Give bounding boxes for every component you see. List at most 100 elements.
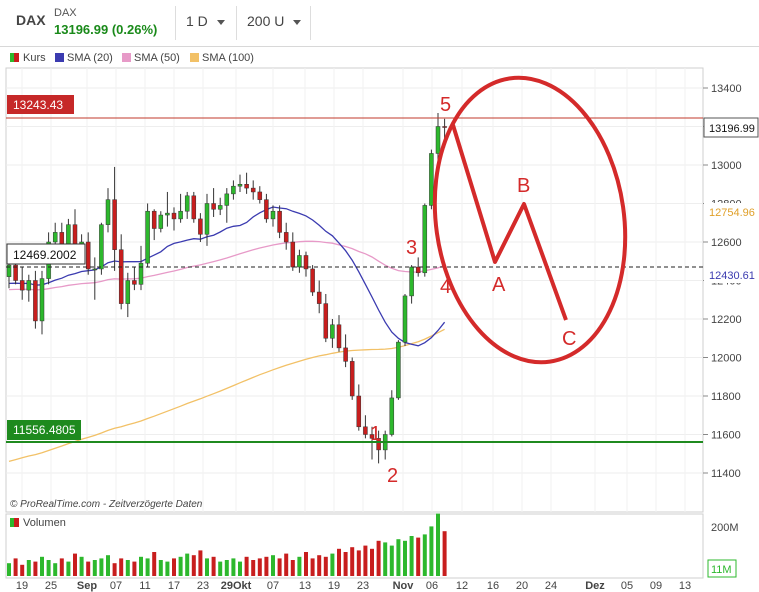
candle-body xyxy=(442,126,447,128)
candle xyxy=(415,257,421,277)
sma50-line xyxy=(8,240,445,291)
candle-body xyxy=(422,205,428,274)
volume-bar xyxy=(172,558,176,576)
volume-bar xyxy=(106,555,110,576)
volume-bar xyxy=(46,560,51,576)
candle-body xyxy=(13,264,18,281)
candle-body xyxy=(184,195,190,212)
candle-body xyxy=(92,268,98,271)
symbol-label[interactable]: DAX xyxy=(16,12,46,28)
candle-body xyxy=(277,210,282,233)
price-tick-label: 12600 xyxy=(711,237,742,249)
candle xyxy=(132,267,137,291)
candle xyxy=(211,188,216,217)
volume-bar xyxy=(20,564,25,576)
candle-body xyxy=(290,241,296,268)
candle-body xyxy=(99,224,104,270)
price-tick-label: 11800 xyxy=(711,391,741,403)
volume-bar xyxy=(251,560,256,576)
volume-bar xyxy=(257,558,262,576)
toolbar-separator xyxy=(175,6,176,40)
legend-kurs[interactable]: Kurs xyxy=(23,52,46,64)
resistance-tag-text: 13243.43 xyxy=(13,98,63,112)
annotation-ellipse xyxy=(432,75,628,365)
sma100-line xyxy=(8,328,445,463)
candle-body xyxy=(231,185,236,195)
volume-bar xyxy=(389,545,394,576)
date-tick-label: 11 xyxy=(139,580,150,592)
candle xyxy=(145,203,150,268)
date-tick-label: 23 xyxy=(197,580,209,592)
candle-body xyxy=(237,184,243,187)
date-tick-label: 25 xyxy=(45,580,57,592)
support-tag xyxy=(7,420,81,440)
candle-body xyxy=(270,210,276,220)
candle-body xyxy=(369,434,375,439)
candle-body xyxy=(250,187,256,193)
volume-bar xyxy=(119,558,124,576)
last-price: 13196.99 (0.26%) xyxy=(54,22,158,37)
wave-annotation: 1 2 3 4 5 A B C xyxy=(370,75,628,487)
grid xyxy=(6,68,703,512)
timeframe-select[interactable]: 1 D xyxy=(186,13,225,29)
candle-body xyxy=(6,264,12,277)
volume-bars xyxy=(7,513,447,576)
volume-bar xyxy=(112,563,117,576)
legend-sma50[interactable]: SMA (50) xyxy=(134,52,180,64)
volume-bar xyxy=(442,531,447,576)
candle xyxy=(184,191,190,219)
candle-body xyxy=(105,199,111,225)
wave-label-a: A xyxy=(492,274,506,296)
candle-body xyxy=(429,153,434,206)
candle-body xyxy=(257,191,263,200)
date-tick-label: Nov xyxy=(393,580,415,592)
abc-path xyxy=(451,124,568,321)
wave-label-4: 4 xyxy=(440,276,451,298)
legend-sma20[interactable]: SMA (20) xyxy=(67,52,113,64)
wave-label-1: 1 xyxy=(370,423,381,445)
candle-body xyxy=(19,280,25,291)
legend-sma100[interactable]: SMA (100) xyxy=(202,52,254,64)
date-axis: 19 25 Sep 07 11 17 23 29Okt 07 13 19 23 Nov 06 12 16 20 2… xyxy=(16,580,691,592)
candle-body xyxy=(198,218,203,235)
candle xyxy=(92,257,98,300)
volume-legend[interactable]: Volumen xyxy=(23,517,66,529)
volume-panel xyxy=(5,513,704,579)
candle-body xyxy=(132,280,137,285)
candle xyxy=(363,415,368,439)
volume-bar xyxy=(26,560,31,576)
candle-body xyxy=(125,280,131,304)
volume-bar xyxy=(422,534,427,576)
candle-body xyxy=(396,341,401,399)
date-tick-label: Dez xyxy=(585,580,605,592)
volume-bar xyxy=(330,553,335,576)
price-tick-label: 13000 xyxy=(711,160,742,172)
volume-bar xyxy=(356,550,361,576)
date-tick-label: 20 xyxy=(516,580,528,592)
price-tick-label: 12200 xyxy=(711,314,742,326)
volume-bar xyxy=(191,555,196,576)
candle-body xyxy=(330,324,335,339)
candle-body xyxy=(297,255,302,268)
legend-swatch-kurs-down xyxy=(14,53,19,62)
last-price-tag-text: 13196.99 xyxy=(709,123,755,135)
sma20-line xyxy=(8,206,446,347)
candle-body xyxy=(158,214,164,229)
candle xyxy=(85,232,91,275)
candle-body xyxy=(435,126,441,154)
wave-label-b: B xyxy=(517,175,530,197)
volume-tick-200m: 200M xyxy=(711,522,739,534)
date-tick-label: 19 xyxy=(16,580,28,592)
candle xyxy=(138,245,144,291)
volume-bar xyxy=(264,556,269,576)
candle xyxy=(244,172,249,194)
volume-bar xyxy=(396,539,401,576)
candle xyxy=(349,357,355,400)
legend-swatch-sma50 xyxy=(122,53,131,62)
price-chart[interactable]: Kurs SMA (20) SMA (50) SMA (100) 13243.4… xyxy=(0,46,759,592)
volume-bar xyxy=(363,545,368,576)
candle-body xyxy=(112,199,117,250)
units-select[interactable]: 200 U xyxy=(247,13,302,29)
candle xyxy=(316,280,322,314)
sma100-tag-text: 12754.96 xyxy=(709,207,755,219)
